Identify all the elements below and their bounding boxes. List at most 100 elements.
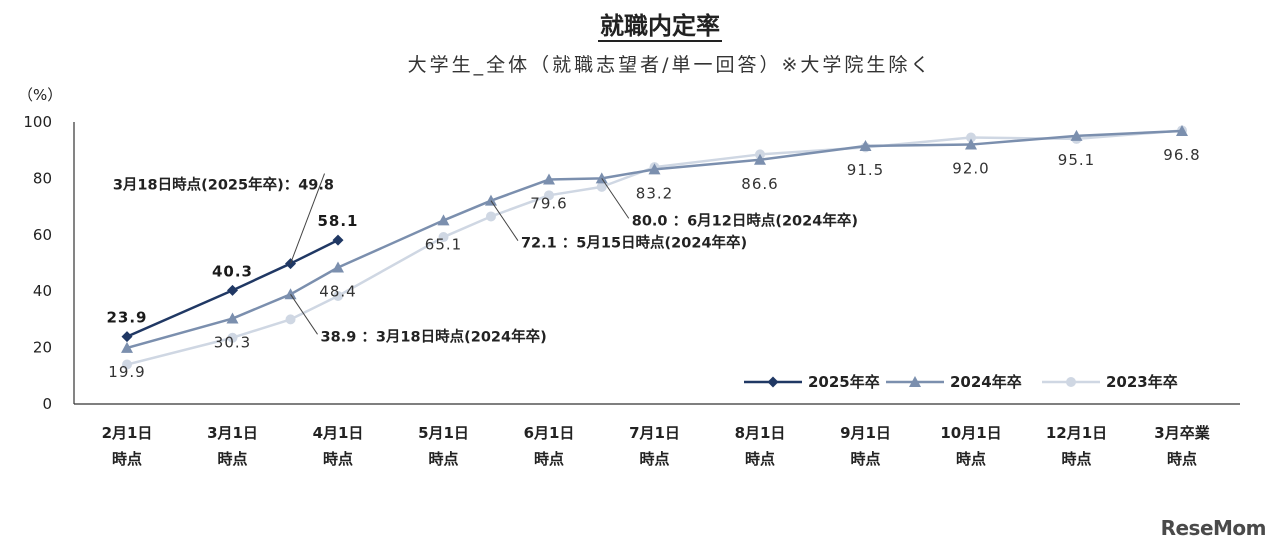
x-tick-label: 6月1日 [524, 424, 575, 442]
y-tick-label: 60 [33, 226, 52, 244]
x-tick-label: 12月1日 [1046, 424, 1107, 442]
annotation-label: 80.0 ：6月12日時点(2024年卒) [632, 211, 858, 229]
data-label: 92.0 [952, 160, 989, 178]
data-point [1070, 129, 1083, 141]
data-label: 65.1 [425, 235, 462, 253]
data-label: 91.5 [847, 161, 884, 179]
series-line [126, 129, 1183, 350]
legend-marker [1066, 377, 1076, 387]
annotations-layer: 3月18日時点(2025年卒)：49.8 38.9 ：3月18日時点(2024年卒… [113, 173, 858, 345]
x-tick-label: 4月1日 [313, 424, 364, 442]
data-point [226, 312, 239, 324]
series-layer [121, 125, 1188, 370]
data-point [227, 332, 238, 343]
series-line [126, 129, 1183, 366]
data-label: 19.9 [108, 363, 145, 381]
x-tick-label: 2月1日 [102, 424, 153, 442]
chart-title: 就職内定率 [598, 12, 722, 42]
data-point [438, 232, 449, 243]
data-label: 23.9 [106, 309, 147, 327]
x-tick-label: 時点 [534, 450, 564, 468]
series-line [126, 239, 339, 338]
data-point [596, 181, 607, 192]
legend-marker [767, 376, 779, 388]
legend-item-2025年卒: 2025年卒 [744, 373, 880, 391]
data-point [543, 173, 555, 185]
data-point [754, 153, 766, 165]
data-point [1176, 125, 1188, 137]
annotation-label: 38.9 ：3月18日時点(2024年卒) [321, 327, 547, 345]
data-point [122, 359, 132, 370]
x-tick-label: 9月1日 [840, 424, 891, 442]
data-label: 86.6 [741, 175, 778, 193]
x-tick-label: 時点 [1167, 450, 1197, 468]
series-2025年卒 [121, 234, 344, 343]
annotation-leader [290, 173, 325, 264]
x-tick-label: 時点 [639, 450, 669, 468]
data-point [227, 284, 238, 296]
data-label: 58.1 [317, 212, 358, 230]
y-axis-unit-label: （%） [18, 86, 63, 104]
y-tick-label: 80 [33, 169, 52, 187]
data-point [285, 314, 296, 325]
watermark-logo: ReseMom [1160, 516, 1267, 540]
data-point [121, 331, 133, 343]
data-point [333, 290, 343, 301]
legend-item-2023年卒: 2023年卒 [1042, 373, 1178, 391]
x-tick-label: 3月卒業 [1154, 424, 1210, 442]
legend-label: 2024年卒 [950, 373, 1022, 391]
data-labels-layer: 23.9 40.3 58.1 19.9 30.3 48.4 65.1 79.6 83.2 86.6… [106, 146, 1200, 381]
data-point [284, 288, 297, 300]
data-label: 48.4 [319, 283, 356, 301]
y-tick-label: 40 [33, 282, 52, 300]
x-tick-label: 時点 [217, 450, 247, 468]
y-tick-label: 0 [42, 395, 52, 413]
x-tick-label: 時点 [323, 450, 353, 468]
data-point [121, 341, 133, 353]
x-tick-label: 時点 [112, 450, 142, 468]
y-tick-label: 20 [33, 339, 52, 357]
annotation-leader [490, 200, 519, 241]
data-point [485, 211, 496, 222]
legend-item-2024年卒: 2024年卒 [886, 373, 1022, 391]
data-label: 95.1 [1058, 151, 1095, 169]
x-tick-label: 3月1日 [207, 424, 258, 442]
series-2024年卒 [121, 125, 1188, 353]
data-point [965, 138, 977, 150]
y-tick-label: 100 [23, 113, 52, 131]
data-point [332, 234, 344, 246]
x-tick-label: 時点 [745, 450, 775, 468]
chart-subtitle: 大学生_全体（就職志望者/単一回答）※大学院生除く [407, 54, 933, 76]
annotation-leader [601, 178, 630, 219]
data-point [595, 172, 608, 184]
data-label: 96.8 [1163, 146, 1200, 164]
x-tick-label: 10月1日 [940, 424, 1001, 442]
x-tick-label: 時点 [956, 450, 986, 468]
data-label: 79.6 [530, 195, 567, 213]
data-point [437, 214, 450, 226]
x-tick-label: 5月1日 [418, 424, 469, 442]
data-point [332, 261, 344, 273]
legend-label: 2023年卒 [1106, 373, 1178, 391]
data-label: 40.3 [212, 262, 253, 280]
legend-label: 2025年卒 [808, 373, 880, 391]
legend-marker [909, 376, 921, 387]
data-point [544, 190, 554, 201]
data-point [859, 139, 872, 151]
data-point [648, 163, 661, 175]
x-tick-label: 8月1日 [735, 424, 786, 442]
x-tick-label: 時点 [1061, 450, 1091, 468]
data-label: 30.3 [214, 334, 251, 352]
annotation-leader [290, 294, 318, 335]
annotation-label: 72.1 ：5月15日時点(2024年卒) [521, 234, 747, 252]
annotation-label: 3月18日時点(2025年卒)：49.8 [113, 176, 334, 194]
x-tick-label: 時点 [428, 450, 458, 468]
x-tick-label: 時点 [850, 450, 880, 468]
data-point [484, 194, 497, 206]
x-tick-label: 7月1日 [629, 424, 680, 442]
data-label: 83.2 [636, 184, 673, 202]
data-point [966, 132, 976, 143]
legend: 2025年卒 2024年卒 2023年卒 [744, 373, 1178, 391]
